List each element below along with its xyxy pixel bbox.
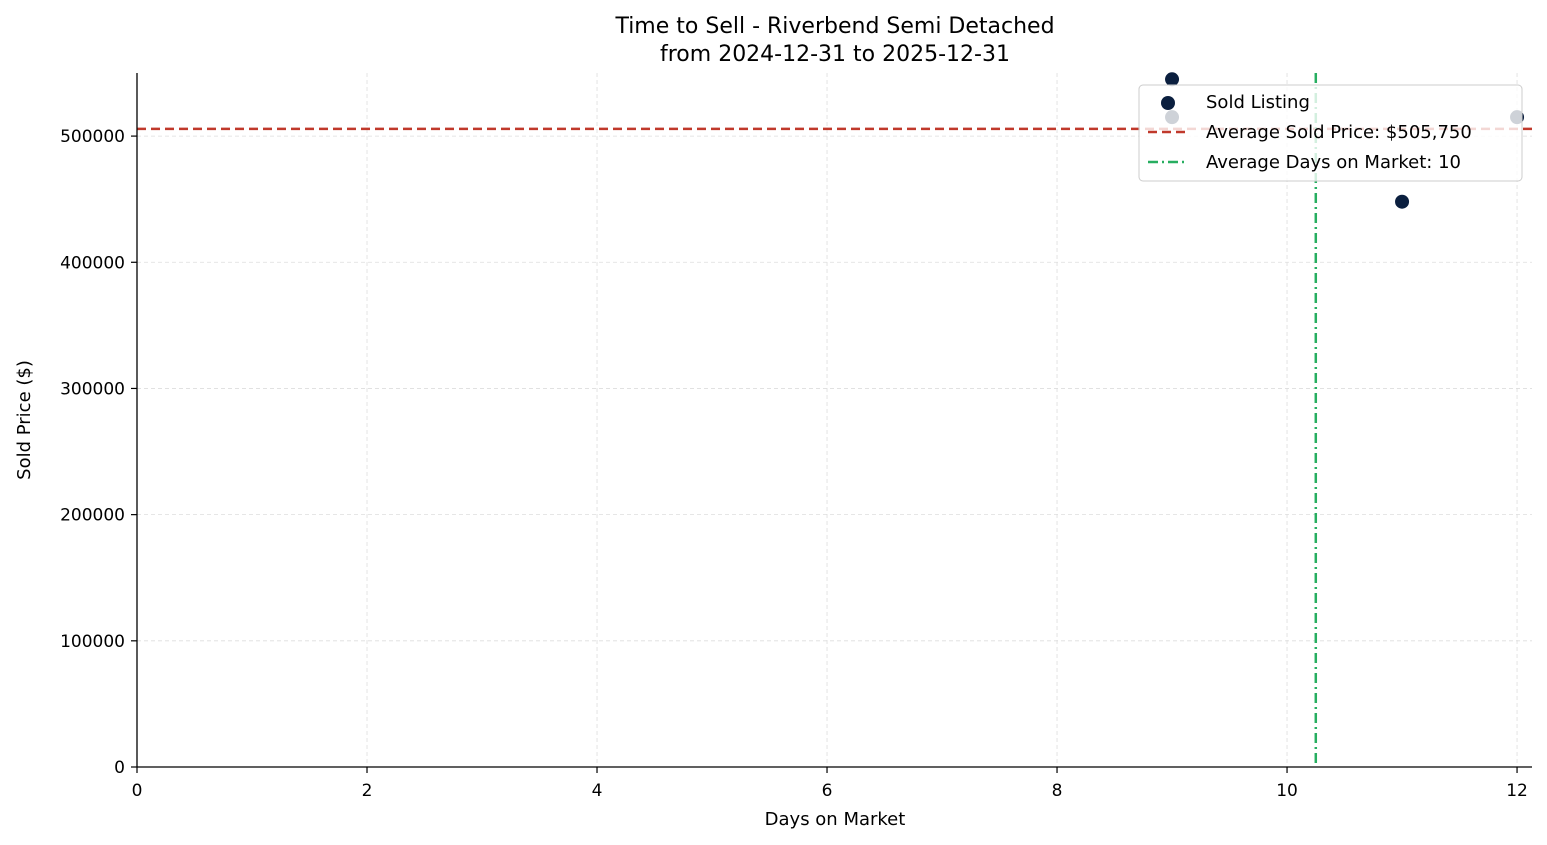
x-tick-label: 8 [1052,781,1063,801]
x-tick-label: 2 [362,781,373,801]
chart-title: Time to Sell - Riverbend Semi Detached [614,14,1054,39]
sold-listing-point [1165,72,1180,87]
legend-box [1138,84,1523,182]
chart-subtitle: from 2024-12-31 to 2025-12-31 [660,42,1010,67]
x-tick-label: 12 [1506,781,1528,801]
legend-label-avg-days: Average Days on Market: 10 [1206,152,1461,173]
x-tick-label: 4 [592,781,603,801]
sold-listing-point [1395,194,1410,209]
y-tick-label: 100000 [60,632,125,652]
x-tick-label: 10 [1276,781,1298,801]
legend: Sold Listing Average Sold Price: $505,75… [1138,84,1523,182]
y-tick-label: 500000 [60,127,125,147]
y-ticks: 0 100000 200000 300000 400000 500000 [60,127,137,778]
grid [137,73,1532,767]
y-tick-label: 400000 [60,253,125,273]
x-tick-label: 0 [132,781,143,801]
y-tick-label: 0 [114,758,125,778]
y-tick-label: 300000 [60,379,125,399]
x-ticks: 0 2 4 6 8 10 12 [132,767,1528,801]
y-axis-label: Sold Price ($) [14,360,35,480]
legend-marker-sold-listing [1161,96,1175,110]
x-axis-label: Days on Market [765,809,906,830]
y-tick-label: 200000 [60,506,125,526]
x-tick-label: 6 [822,781,833,801]
legend-label-avg-price: Average Sold Price: $505,750 [1206,122,1472,143]
legend-label-sold-listing: Sold Listing [1206,92,1310,113]
